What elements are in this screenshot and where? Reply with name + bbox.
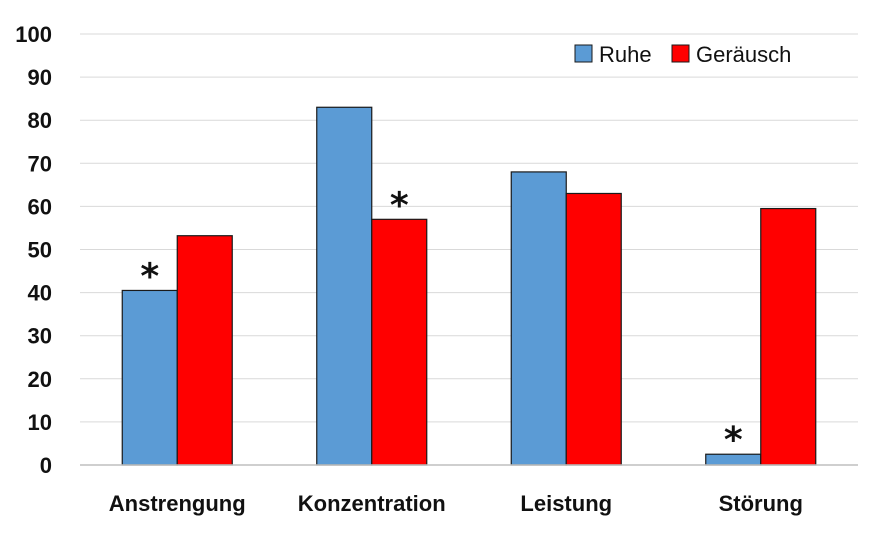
y-tick-label: 40 [28,281,52,306]
y-tick-label: 0 [40,453,52,478]
category-label: Konzentration [298,491,446,516]
y-tick-label: 90 [28,65,52,90]
legend-label: Geräusch [696,42,791,67]
y-tick-label: 60 [28,194,52,219]
legend-label: Ruhe [599,42,652,67]
y-tick-label: 100 [15,22,52,47]
bar-ruhe-konzentration [316,106,373,466]
x-axis-category-labels: Anstrengung Konzentration Leistung Störung [109,491,803,516]
y-tick-label: 20 [28,367,52,392]
category-label: Anstrengung [109,491,246,516]
category-label: Leistung [520,491,612,516]
bar-ruhe-anstrengung [121,289,178,466]
legend: Ruhe Geräusch [574,42,791,67]
y-tick-label: 70 [28,151,52,176]
significance-star: * [390,185,409,226]
y-tick-label: 50 [28,238,52,263]
category-label: Störung [719,491,803,516]
legend-swatch [574,44,593,63]
significance-star: * [140,256,159,297]
bar-ger-usch-anstrengung [176,235,233,466]
y-tick-label: 30 [28,324,52,349]
y-tick-label: 10 [28,410,52,435]
bar-ger-usch-leistung [565,192,622,466]
bar-ruhe-leistung [510,171,567,466]
legend-swatch [671,44,690,63]
significance-annotations: * * * [140,185,743,461]
y-axis-tick-labels: 0 10 20 30 40 50 60 70 80 90 100 [15,22,52,478]
bars [121,106,817,466]
bar-ger-usch-st-rung [760,207,817,466]
bar-ger-usch-konzentration [371,218,428,466]
y-tick-label: 80 [28,108,52,133]
significance-star: * [724,420,743,461]
